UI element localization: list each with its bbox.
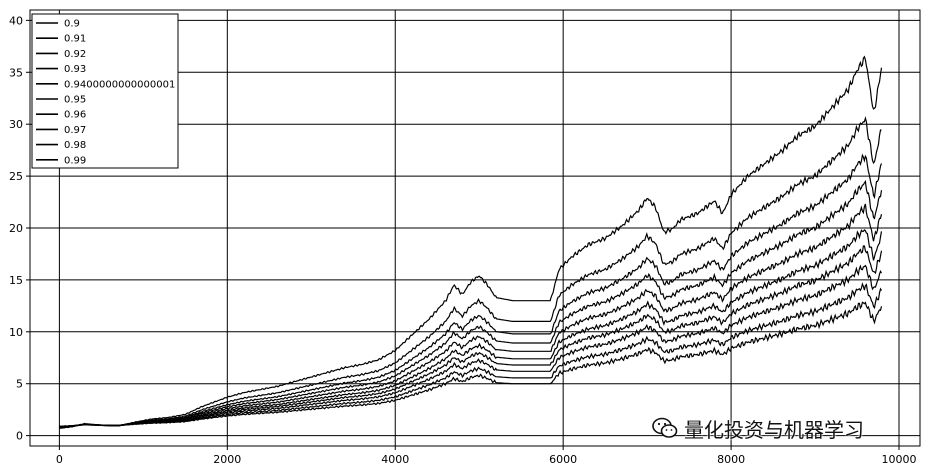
series-line-6 [59, 179, 883, 428]
x-tick-label: 6000 [549, 453, 577, 466]
y-tick-label: 5 [16, 378, 23, 391]
x-tick-label: 2000 [213, 453, 241, 466]
x-axis-ticks: 0 2000 4000 6000 8000 10000 [56, 446, 917, 466]
legend-label: 0.96 [64, 110, 86, 121]
legend: 0.9 0.91 0.92 0.93 0.9400000000000001 0.95 0.9… [31, 13, 179, 169]
legend-label: 0.9400000000000001 [64, 79, 175, 90]
legend-label: 0.93 [64, 64, 86, 75]
y-tick-label: 30 [9, 118, 23, 131]
legend-label: 0.92 [64, 49, 86, 60]
series-line-1 [59, 282, 882, 428]
y-tick-label: 25 [9, 170, 23, 183]
watermark: 量化投资与机器学习 [652, 414, 864, 442]
legend-box [31, 13, 179, 169]
x-tick-label: 8000 [717, 453, 745, 466]
y-tick-label: 35 [9, 66, 23, 79]
x-tick-label: 4000 [381, 453, 409, 466]
legend-label: 0.9 [64, 19, 80, 30]
legend-label: 0.99 [64, 155, 86, 166]
series-line-5 [59, 203, 883, 428]
y-tick-label: 20 [9, 222, 23, 235]
series-line-2 [59, 264, 883, 428]
series-line-8 [59, 115, 882, 429]
legend-label: 0.97 [64, 125, 86, 136]
y-tick-label: 15 [9, 274, 23, 287]
y-tick-label: 0 [16, 430, 23, 443]
y-tick-label: 40 [9, 14, 23, 27]
wechat-icon [652, 417, 678, 438]
x-tick-label: 10000 [882, 453, 917, 466]
series-line-9 [59, 55, 883, 429]
series-line-7 [59, 153, 883, 429]
watermark-text: 量化投资与机器学习 [684, 417, 864, 442]
legend-label: 0.98 [64, 140, 86, 151]
legend-label: 0.95 [64, 95, 86, 106]
y-tick-label: 10 [9, 326, 23, 339]
legend-label: 0.91 [64, 34, 86, 45]
x-tick-label: 0 [56, 453, 63, 466]
series-line-4 [59, 229, 883, 428]
y-axis-ticks: 0 5 10 15 20 25 30 35 40 [9, 14, 30, 443]
series-lines [59, 55, 883, 429]
